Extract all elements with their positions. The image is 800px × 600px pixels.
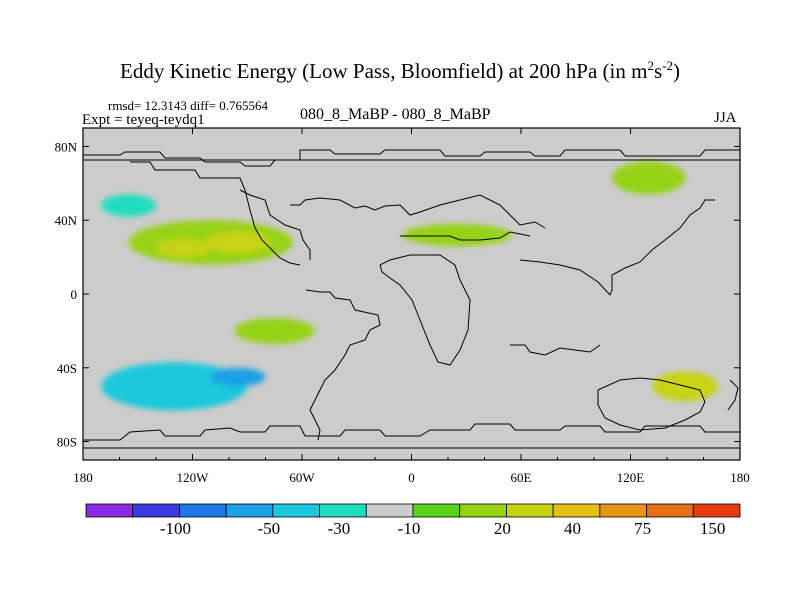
anomaly-blob xyxy=(101,194,156,217)
y-axis: 80N 40N 0 40S 80S xyxy=(55,139,740,450)
coastline-central-america xyxy=(239,189,311,260)
colorbar-swatch xyxy=(319,503,367,518)
coastline-indonesia xyxy=(510,344,601,356)
y-tick-label: 0 xyxy=(71,287,78,302)
colorbar-label: 20 xyxy=(494,519,511,538)
colorbar-swatch xyxy=(85,503,134,518)
coastline-africa xyxy=(379,254,471,366)
chart-title: Eddy Kinetic Energy (Low Pass, Bloomfiel… xyxy=(120,58,680,83)
anomaly-blob xyxy=(234,317,315,344)
anomaly-blob xyxy=(402,223,512,247)
colorbar-label: -30 xyxy=(328,519,351,538)
case-label: 080_8_MaBP - 080_8_MaBP xyxy=(300,106,491,123)
x-tick-label: 120E xyxy=(617,470,645,485)
x-tick-label: 120W xyxy=(177,470,210,485)
colorbar-swatch xyxy=(692,503,741,518)
anomaly-blob xyxy=(612,161,686,195)
colorbar-swatch xyxy=(646,503,694,518)
colorbar-label: -100 xyxy=(160,519,191,538)
colorbar-swatch xyxy=(365,503,414,518)
colorbar-label: -10 xyxy=(398,519,421,538)
colorbar-swatch xyxy=(132,503,180,518)
colorbar-label: 150 xyxy=(700,519,726,538)
coastlines xyxy=(83,149,740,449)
x-tick-label: 60E xyxy=(511,470,532,485)
colorbar-swatch xyxy=(179,503,227,518)
anomaly-blob xyxy=(156,238,211,258)
y-tick-label: 80N xyxy=(55,139,78,154)
colorbar-swatch xyxy=(412,503,461,518)
coastline-europe xyxy=(290,194,546,229)
x-axis: 180 120W 60W 0 60E 120E 180 xyxy=(73,128,750,485)
colorbar-label: -50 xyxy=(258,519,281,538)
x-tick-label: 0 xyxy=(408,470,415,485)
coastline-australia xyxy=(597,377,706,431)
colorbar-swatch xyxy=(506,503,554,518)
anomaly-blob xyxy=(101,362,248,411)
x-tick-label: 180 xyxy=(73,470,93,485)
colorbar-swatch xyxy=(272,503,320,518)
colorbar-swatch xyxy=(599,503,647,518)
season-label: JJA xyxy=(714,110,737,126)
y-tick-label: 40S xyxy=(57,361,77,376)
y-tick-label: 40N xyxy=(55,213,78,228)
coastline-mediterranean xyxy=(400,231,531,241)
coastline-south-america xyxy=(305,289,381,441)
coastline-antarctic-1 xyxy=(83,423,740,441)
coastline-asia xyxy=(519,199,715,296)
stats-label: rmsd= 12.3143 diff= 0.765564 xyxy=(108,98,268,113)
x-tick-label: 180 xyxy=(730,470,750,485)
colorbar-label: 40 xyxy=(564,519,581,538)
anomaly-blob xyxy=(205,231,271,254)
colorbar-swatch xyxy=(552,503,601,518)
colorbar-swatch xyxy=(459,503,507,518)
coastline-north-america xyxy=(130,161,301,266)
colorbar: -100 -50 -30 -10 20 40 75 150 xyxy=(85,503,741,538)
experiment-label: Expt = teyeq-teydq1 xyxy=(82,112,205,128)
colorbar-label: 75 xyxy=(634,519,651,538)
anomaly-blob xyxy=(210,367,266,387)
x-tick-label: 60W xyxy=(289,470,315,485)
coastline-north xyxy=(83,149,740,167)
coastline-new-zealand xyxy=(727,379,739,411)
y-tick-label: 80S xyxy=(57,435,77,450)
colorbar-swatch xyxy=(225,503,274,518)
